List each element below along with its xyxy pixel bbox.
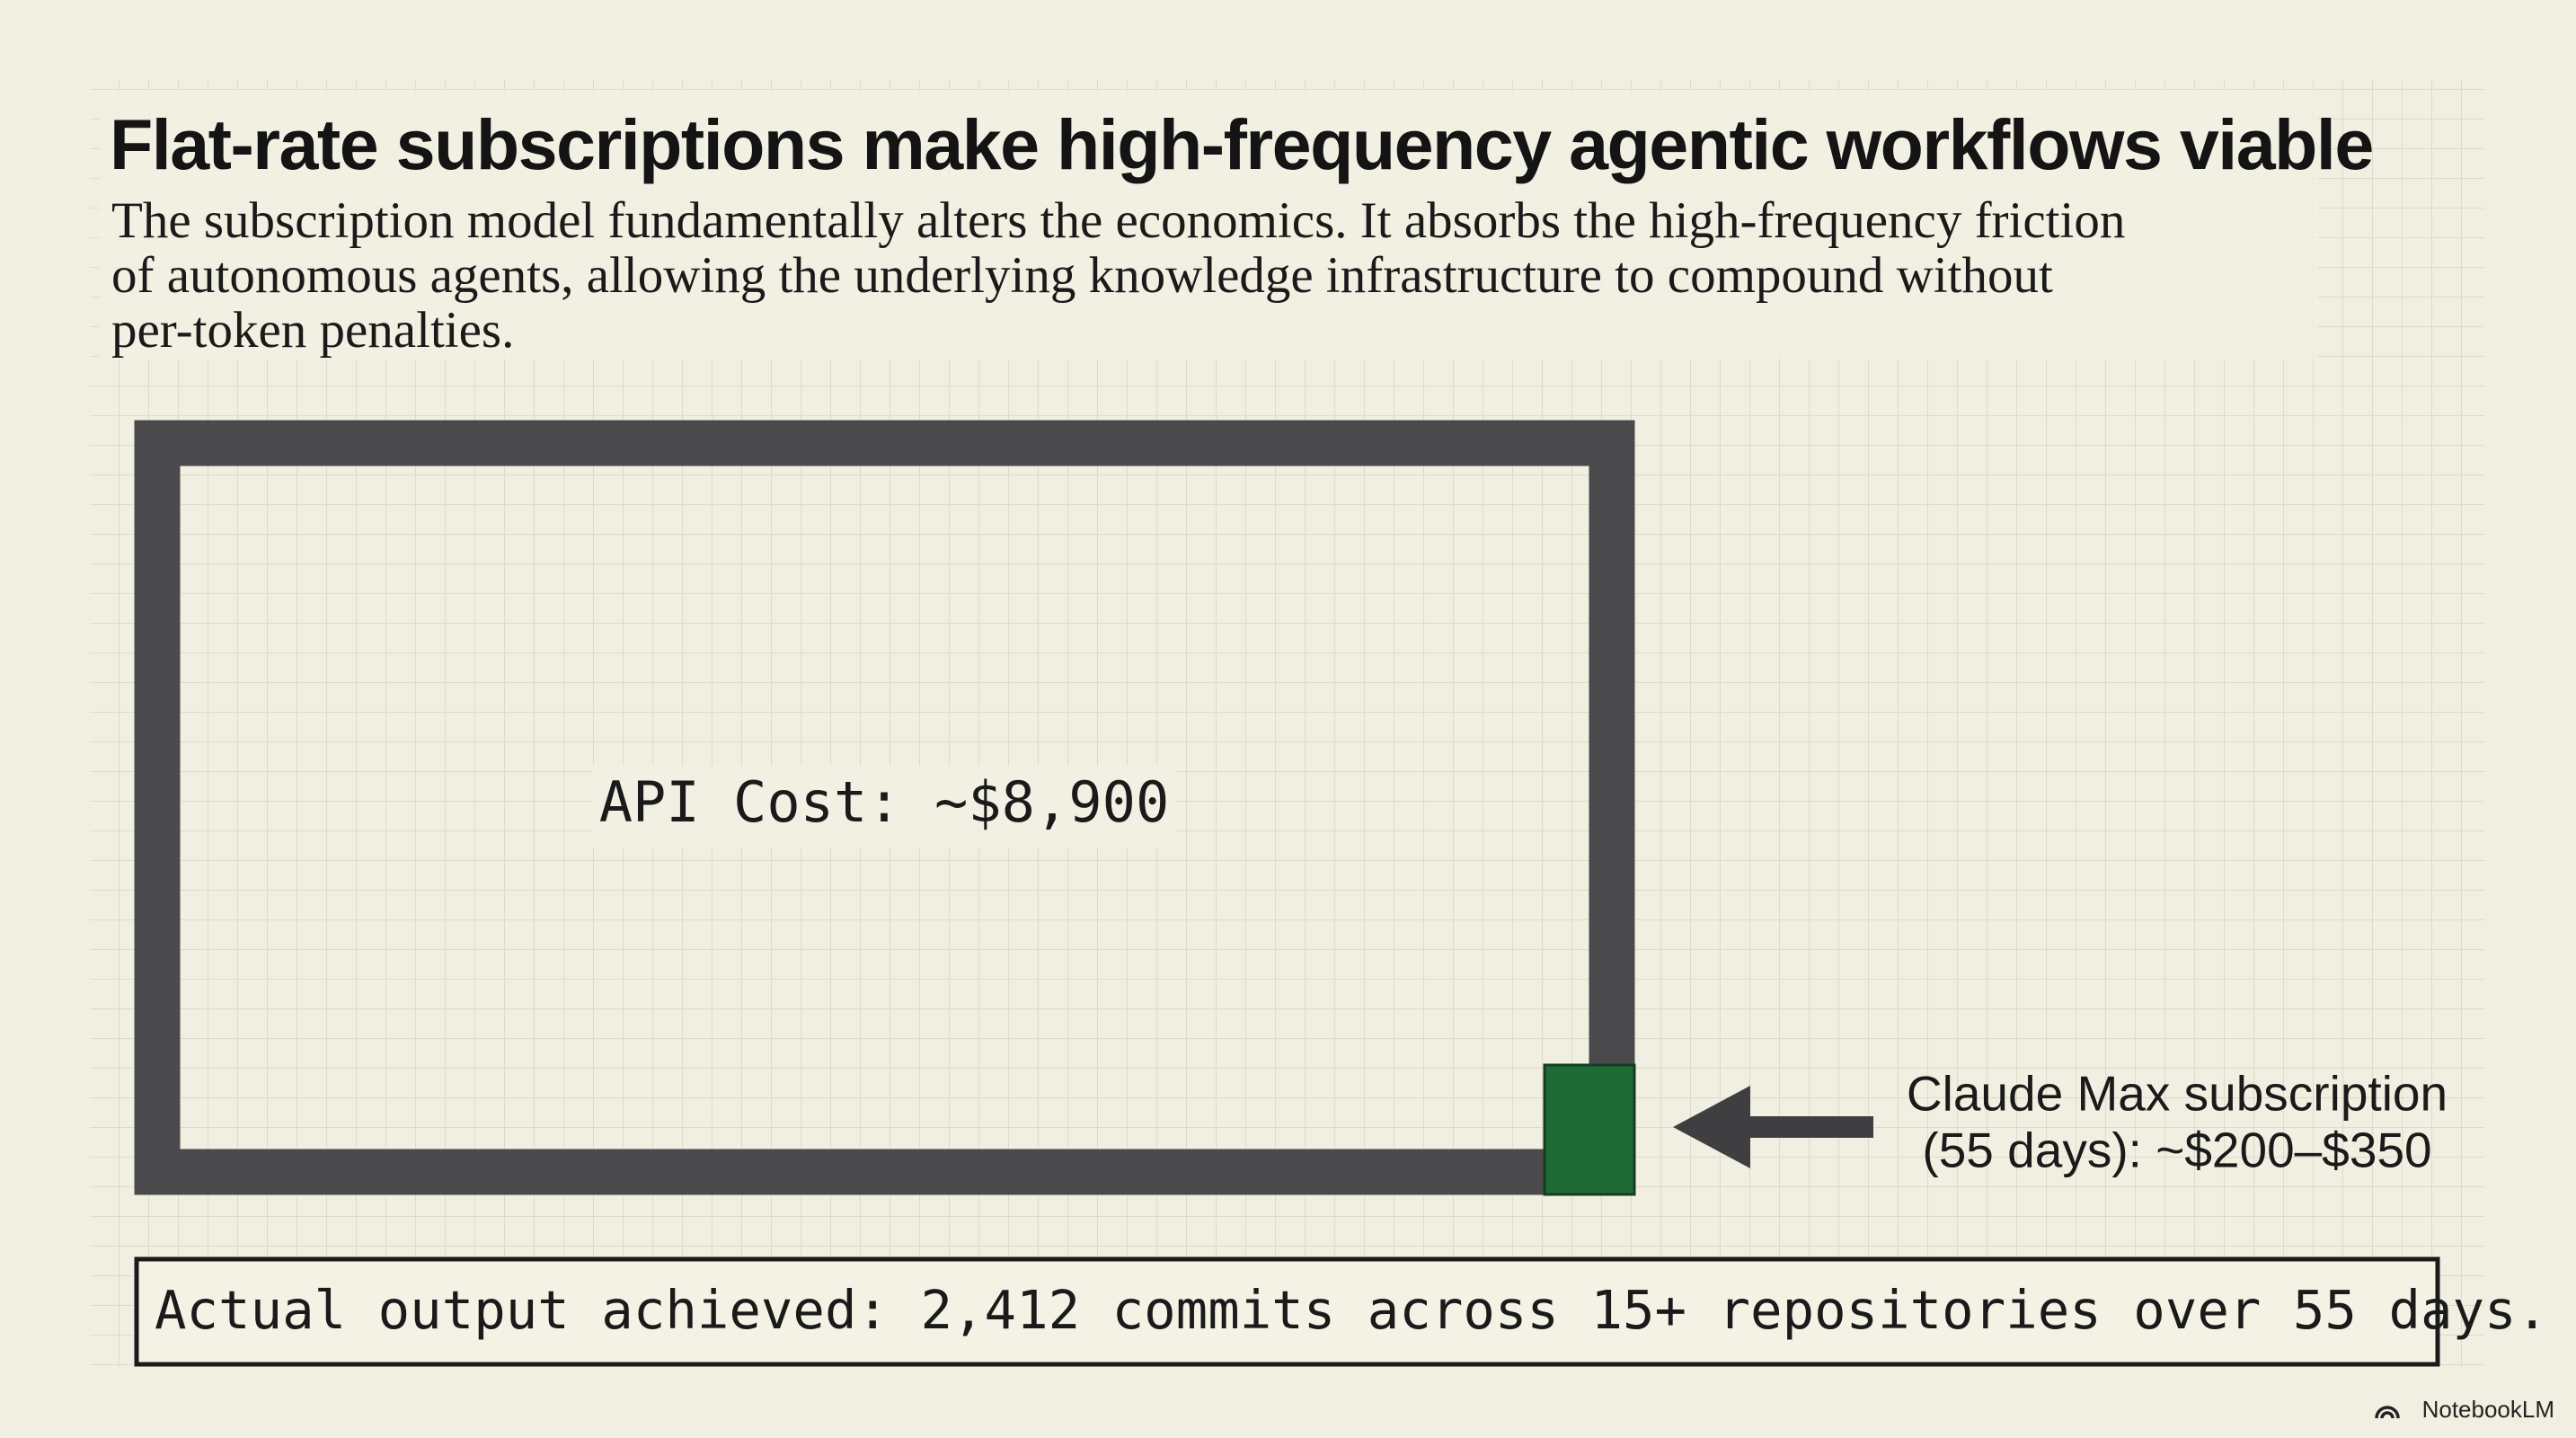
subtitle-line: per-token penalties. <box>111 302 514 359</box>
footer-text: Actual output achieved: 2,412 commits ac… <box>155 1279 2548 1341</box>
watermark: NotebookLM <box>2422 1396 2554 1423</box>
arrow-shaft <box>1730 1116 1873 1138</box>
footer-box <box>134 1256 2440 1367</box>
subtitle-line: The subscription model fundamentally alt… <box>111 192 2125 249</box>
label-backdrop <box>593 766 1177 847</box>
header-backdrop <box>99 90 2318 360</box>
title: Flat-rate subscriptions make high-freque… <box>110 104 2373 184</box>
api-cost-label: API Cost: ~$8,900 <box>599 769 1170 835</box>
subscription-label-line: (55 days): ~$200–$350 <box>1922 1123 2431 1178</box>
watermark-icon <box>2375 1406 2400 1419</box>
arrow-head <box>1673 1086 1750 1168</box>
subtitle-line: of autonomous agents, allowing the under… <box>111 247 2053 304</box>
api-cost-box <box>134 420 1635 1195</box>
subscription-square <box>1543 1063 1636 1196</box>
subscription-label-line: Claude Max subscription <box>1907 1066 2448 1122</box>
